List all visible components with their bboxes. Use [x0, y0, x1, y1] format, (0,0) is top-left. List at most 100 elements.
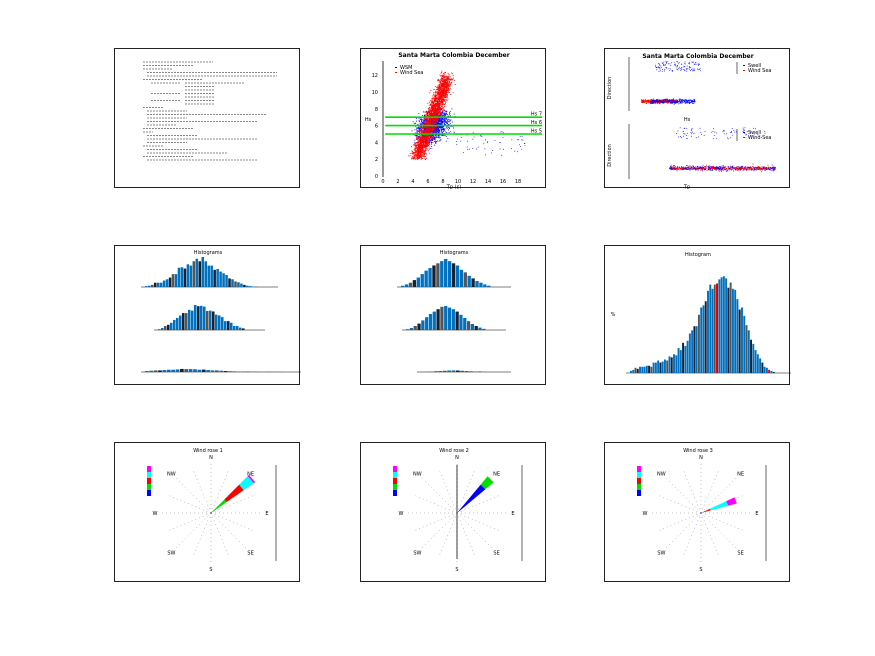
- point-swell: [650, 101, 651, 103]
- point-swell: [684, 102, 686, 104]
- point-swell: [439, 118, 440, 120]
- point-windsea: [424, 118, 426, 120]
- point-swell: [664, 70, 665, 72]
- point-windsea: [419, 145, 421, 147]
- point-windsea: [434, 110, 436, 112]
- point-swell: [684, 61, 686, 63]
- point-swell: [679, 99, 680, 100]
- point-windsea: [431, 148, 433, 150]
- point-windsea: [440, 100, 441, 102]
- point-swell: [511, 147, 512, 149]
- point-windsea: [429, 138, 431, 139]
- point-windsea: [433, 109, 435, 111]
- x-tick-label: 10: [455, 179, 461, 185]
- point-windsea: [646, 103, 647, 105]
- point-swell: [438, 129, 440, 131]
- point-windsea: [428, 112, 430, 114]
- point-windsea: [435, 124, 437, 126]
- point-swell: [441, 122, 443, 124]
- point-windsea: [667, 102, 669, 104]
- point-windsea: [421, 119, 423, 121]
- point-windsea: [441, 95, 443, 97]
- panel-direction-scatter[interactable]: Santa Marta Colombia December Swell Wind S…: [604, 48, 790, 189]
- point-swell: [662, 61, 664, 63]
- point-swell: [483, 143, 485, 145]
- point-swell: [441, 123, 443, 125]
- point-windsea: [432, 115, 434, 117]
- point-windsea: [427, 124, 429, 126]
- point-swell: [420, 119, 422, 120]
- point-swell: [437, 123, 438, 125]
- point-windsea: [442, 93, 444, 95]
- point-windsea: [431, 102, 433, 103]
- point-windsea: [419, 132, 421, 134]
- point-swell: [665, 98, 666, 100]
- point-windsea: [439, 104, 441, 106]
- point-swell: [447, 122, 448, 124]
- point-windsea: [422, 142, 424, 144]
- point-windsea: [444, 76, 446, 78]
- point-swell: [677, 69, 679, 71]
- point-windsea: [430, 120, 432, 122]
- point-windsea: [437, 91, 438, 93]
- point-swell: [427, 118, 429, 120]
- point-swell: [679, 102, 681, 104]
- point-swell: [687, 67, 689, 69]
- point-windsea: [416, 153, 418, 154]
- panel-text-summary[interactable]: [114, 48, 300, 188]
- point-windsea: [445, 84, 447, 86]
- point-swell: [685, 102, 686, 104]
- point-swell: [689, 61, 691, 63]
- point-windsea: [665, 101, 666, 103]
- point-windsea: [425, 137, 427, 139]
- point-windsea: [438, 103, 440, 105]
- point-windsea: [442, 87, 444, 89]
- point-windsea: [425, 119, 427, 121]
- panel-hs-tp-scatter[interactable]: Santa Marta Colombia December 0 2 4 6 8 10 12 14…: [360, 48, 546, 189]
- point-windsea: [425, 135, 427, 137]
- point-windsea: [429, 113, 431, 115]
- point-swell: [442, 129, 444, 131]
- point-windsea: [445, 82, 447, 84]
- point-windsea: [448, 78, 450, 80]
- point-swell: [660, 101, 661, 102]
- point-swell: [442, 126, 444, 128]
- point-windsea: [430, 129, 432, 131]
- point-swell: [670, 65, 672, 66]
- point-swell: [434, 121, 436, 123]
- point-windsea: [426, 136, 428, 138]
- point-swell: [448, 126, 449, 128]
- legend-label: WSM: [400, 65, 412, 71]
- point-swell: [653, 102, 655, 104]
- point-windsea: [412, 152, 414, 154]
- point-windsea: [427, 144, 429, 146]
- point-windsea: [427, 145, 428, 147]
- point-swell: [440, 122, 442, 124]
- point-swell: [420, 123, 422, 125]
- point-swell: [476, 148, 477, 150]
- point-swell: [665, 99, 666, 101]
- point-swell: [687, 101, 689, 103]
- point-swell: [448, 121, 450, 123]
- point-windsea: [433, 89, 435, 90]
- point-windsea: [427, 114, 429, 115]
- point-windsea: [433, 98, 435, 100]
- point-windsea: [425, 153, 427, 155]
- point-windsea: [420, 131, 422, 132]
- point-windsea: [436, 110, 438, 112]
- point-windsea: [442, 83, 444, 85]
- point-windsea: [444, 100, 446, 102]
- point-windsea: [418, 154, 420, 156]
- point-windsea: [436, 100, 438, 102]
- y-axis-label: Hs: [365, 117, 372, 123]
- point-windsea: [438, 105, 440, 107]
- point-windsea: [424, 151, 426, 153]
- point-swell: [441, 128, 443, 130]
- point-windsea: [435, 108, 436, 110]
- point-swell: [652, 102, 654, 103]
- point-swell: [434, 128, 436, 129]
- point-windsea: [434, 94, 436, 96]
- point-windsea: [426, 115, 428, 117]
- point-windsea: [422, 132, 424, 134]
- point-windsea: [650, 99, 651, 101]
